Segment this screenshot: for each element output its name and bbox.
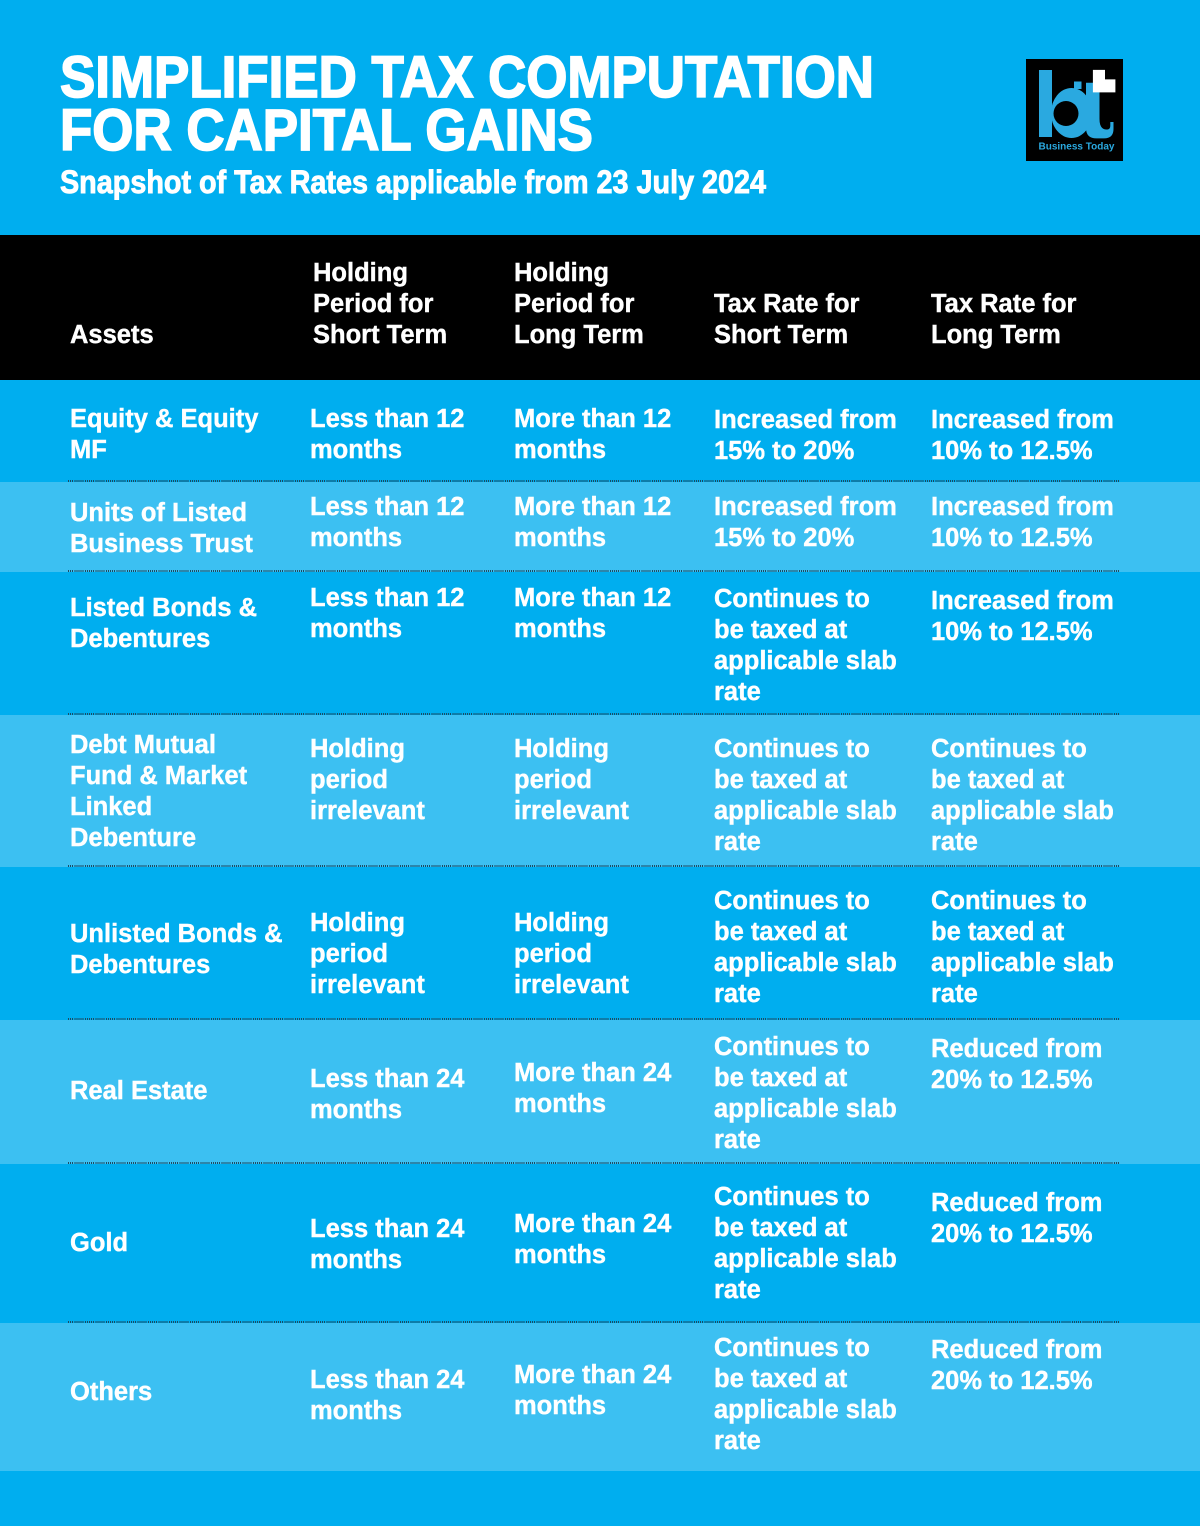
svg-text:Business Today: Business Today [1039,142,1115,153]
